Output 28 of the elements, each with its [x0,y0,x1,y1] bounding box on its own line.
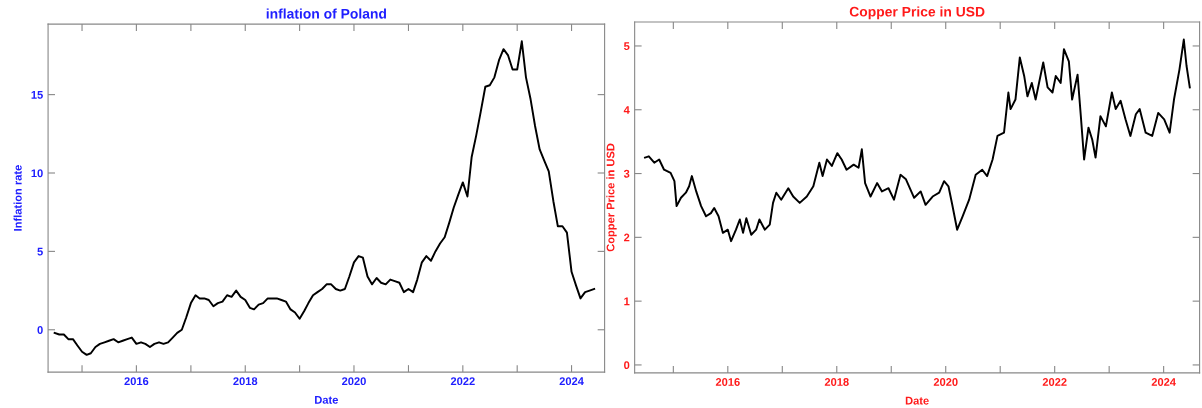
y-tick-label: 0 [624,361,630,370]
x-tick-label: 2020 [342,377,366,386]
y-tick-label: 5 [37,247,43,256]
x-tick-label: 2020 [933,378,958,386]
y-tick-label: 4 [623,106,630,114]
x-tick-label: 2024 [559,377,584,386]
x-tick-label: 2016 [124,377,149,386]
y-tick-label: 0 [37,326,43,334]
chart-title: inflation of Poland [266,8,386,19]
y-tick-label: 2 [624,233,630,242]
y-axis-title: Inflation rate [13,165,22,231]
x-tick-label: 2018 [233,377,258,386]
x-tick-label: 2022 [1042,378,1067,386]
x-tick-label: 2016 [715,378,740,386]
x-axis-title: Date [315,396,339,404]
line-series [644,38,1191,243]
y-tick-label: 1 [624,297,630,306]
y-tick-label: 5 [623,42,630,51]
y-tick-label: 10 [31,169,43,178]
x-tick-label: 2018 [824,378,849,386]
x-tick-label: 2022 [450,377,475,386]
y-tick-label: 15 [31,91,43,99]
line-series [53,40,596,356]
y-tick-label: 3 [623,169,630,178]
y-axis-title: Copper Price in USD [606,143,617,252]
x-tick-label: 2024 [1151,378,1176,386]
chart-title: Copper Price in USD [849,6,985,20]
x-axis-title: Date [905,396,929,405]
